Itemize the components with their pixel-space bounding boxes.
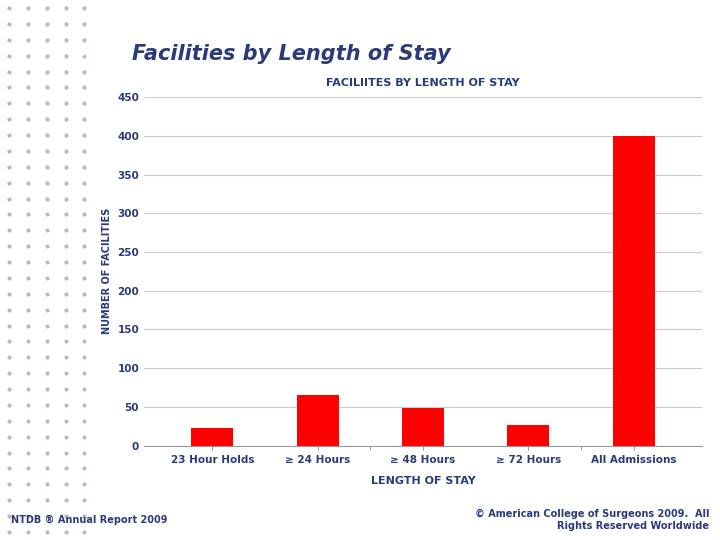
X-axis label: LENGTH OF STAY: LENGTH OF STAY [371, 476, 475, 487]
Text: © American College of Surgeons 2009.  All
Rights Reserved Worldwide: © American College of Surgeons 2009. All… [474, 509, 709, 531]
Bar [613, 136, 654, 446]
Text: 6: 6 [93, 62, 98, 71]
Y-axis label: NUMBER OF FACILITIES: NUMBER OF FACILITIES [102, 208, 112, 334]
Bar [297, 395, 339, 445]
Bar [192, 428, 233, 446]
Title: FACILIITES BY LENGTH OF STAY: FACILIITES BY LENGTH OF STAY [326, 78, 520, 88]
Text: Facilities by Length of Stay: Facilities by Length of Stay [132, 44, 451, 64]
Bar [402, 408, 444, 446]
Text: Figure: Figure [81, 49, 109, 58]
Text: NTDB ® Annual Report 2009: NTDB ® Annual Report 2009 [11, 515, 167, 525]
Bar [507, 424, 549, 445]
